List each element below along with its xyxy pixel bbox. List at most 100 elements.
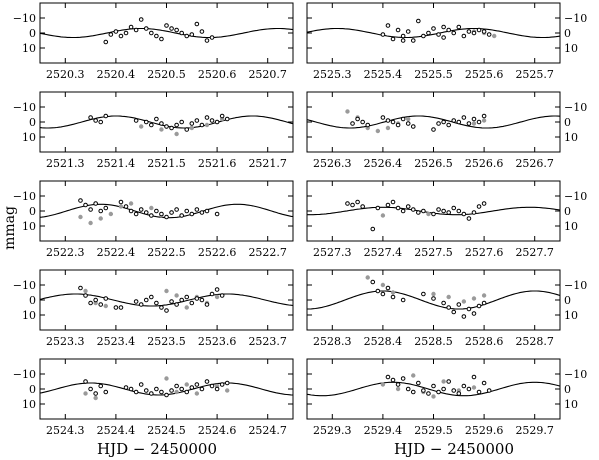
black-point xyxy=(370,279,376,285)
x-tick-label: 2528.7 xyxy=(515,335,554,348)
black-point xyxy=(164,23,169,28)
black-point xyxy=(350,202,355,208)
black-point xyxy=(154,300,159,306)
x-axis-label-right: HJD − 2450000 xyxy=(394,440,514,458)
black-point xyxy=(98,302,104,307)
y-tick-label: 10 xyxy=(22,131,36,144)
black-point xyxy=(461,314,467,319)
black-point xyxy=(103,39,109,45)
y-tick-label: 10 xyxy=(564,220,578,233)
black-point xyxy=(385,285,391,291)
black-point xyxy=(184,208,190,214)
model-curve xyxy=(39,293,294,307)
black-point xyxy=(159,305,164,310)
black-point xyxy=(355,116,360,122)
panel-2528: 2528.3 2528.4 2528.5 2528.6 2528.7 −10 0 10 xyxy=(306,269,587,348)
black-point xyxy=(219,293,225,298)
black-point xyxy=(123,385,129,390)
y-tick-label: 0 xyxy=(564,116,571,129)
grey-point xyxy=(88,220,93,226)
y-tick-label: 0 xyxy=(29,116,36,129)
black-point xyxy=(169,26,174,31)
black-point xyxy=(426,391,431,396)
black-point xyxy=(149,30,154,36)
black-point xyxy=(159,121,164,126)
black-point xyxy=(416,210,421,215)
black-point xyxy=(199,210,205,215)
black-point xyxy=(219,382,225,387)
grey-point xyxy=(184,382,189,387)
black-point xyxy=(395,205,401,211)
black-point xyxy=(451,205,457,211)
black-point xyxy=(441,300,446,306)
black-point xyxy=(446,27,451,33)
black-point xyxy=(481,380,487,386)
black-point xyxy=(169,299,174,304)
black-point xyxy=(410,38,416,43)
black-point xyxy=(103,389,109,395)
black-point xyxy=(400,116,406,122)
x-tick-label: 2522.7 xyxy=(248,246,287,259)
model-curve xyxy=(306,381,561,397)
black-point xyxy=(395,27,401,33)
model-curve xyxy=(306,27,561,39)
black-point xyxy=(390,119,396,125)
black-point xyxy=(481,300,487,306)
y-tick-label: 0 xyxy=(29,27,36,40)
black-point xyxy=(350,121,355,126)
grey-point xyxy=(395,386,401,392)
grey-point xyxy=(461,299,467,304)
black-point xyxy=(204,379,210,384)
x-tick-label: 2523.3 xyxy=(46,335,85,348)
y-tick-label: 10 xyxy=(564,309,578,322)
y-tick-label: 0 xyxy=(564,294,571,307)
black-point xyxy=(436,32,441,37)
black-point xyxy=(88,300,93,306)
x-tick-label: 2529.6 xyxy=(465,424,504,437)
x-tick-label: 2524.5 xyxy=(147,424,186,437)
y-tick-label: −10 xyxy=(13,101,36,114)
black-point xyxy=(123,30,129,36)
black-point xyxy=(138,207,144,212)
black-point xyxy=(476,389,482,395)
black-point xyxy=(476,27,482,33)
black-point xyxy=(204,302,210,307)
black-point xyxy=(154,208,159,214)
black-point xyxy=(189,211,195,217)
grey-point xyxy=(139,124,144,129)
panel-frame xyxy=(39,91,294,153)
black-point xyxy=(224,380,230,386)
black-point xyxy=(133,389,139,395)
x-tick-label: 2520.7 xyxy=(248,68,287,81)
black-point xyxy=(390,294,396,300)
x-tick-label: 2524.3 xyxy=(46,424,85,437)
black-point xyxy=(410,207,416,212)
black-point xyxy=(405,29,411,34)
black-point xyxy=(375,288,381,294)
black-point xyxy=(118,33,124,39)
black-point xyxy=(184,127,190,132)
grey-point xyxy=(149,205,154,211)
grey-point xyxy=(174,293,179,298)
black-point xyxy=(78,285,83,291)
black-point xyxy=(421,208,426,214)
x-tick-label: 2522.4 xyxy=(97,246,136,259)
x-tick-label: 2529.3 xyxy=(313,424,352,437)
model-curve xyxy=(307,290,561,310)
black-point xyxy=(108,32,114,37)
black-point xyxy=(385,202,391,208)
black-point xyxy=(169,210,174,215)
black-point xyxy=(436,121,441,126)
x-tick-label: 2529.5 xyxy=(414,424,453,437)
x-tick-label: 2521.7 xyxy=(248,157,287,170)
black-point xyxy=(421,291,426,297)
black-point xyxy=(395,382,401,387)
y-tick-label: 0 xyxy=(564,27,571,40)
black-point xyxy=(179,213,184,218)
black-point xyxy=(118,305,124,310)
black-point xyxy=(426,30,431,36)
grey-point xyxy=(375,128,381,134)
panel-frame xyxy=(306,2,561,64)
black-point xyxy=(174,122,179,128)
y-tick-label: −10 xyxy=(564,12,587,25)
